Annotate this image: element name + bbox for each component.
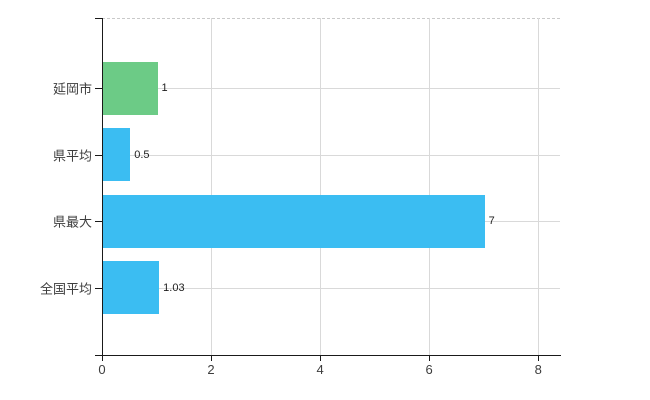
vertical-gridline <box>211 18 213 355</box>
y-axis-line <box>102 18 103 361</box>
plot-area: 1 0.5 7 1.03 <box>102 18 560 355</box>
x-tick-label: 8 <box>534 362 542 377</box>
bar-1 <box>103 61 158 115</box>
x-tick-label: 6 <box>425 362 433 377</box>
vertical-gridline <box>320 18 322 355</box>
bar-3 <box>103 194 485 248</box>
horizontal-gridline <box>102 154 560 156</box>
x-tick-label: 4 <box>316 362 324 377</box>
x-tick-label: 0 <box>98 362 106 377</box>
horizontal-gridline <box>102 287 560 289</box>
x-axis-tick <box>538 356 540 361</box>
x-axis-tick <box>320 356 322 361</box>
y-axis-tick <box>95 287 102 289</box>
vertical-gridline <box>429 18 431 355</box>
y-category-label: 全国平均 <box>39 281 92 297</box>
x-axis-tick <box>211 356 213 361</box>
y-category-label: 県最大 <box>52 214 92 230</box>
bar-4 <box>103 261 160 315</box>
bar-value-label: 1 <box>161 82 168 94</box>
y-axis-tick <box>95 88 102 89</box>
y-axis-tick <box>95 221 102 223</box>
bar-value-label: 1.03 <box>163 281 185 294</box>
bar-value-label: 0.5 <box>134 148 150 161</box>
y-axis-tick <box>95 154 102 156</box>
y-category-label: 延岡市 <box>52 81 92 97</box>
x-tick-label: 2 <box>207 362 215 377</box>
bar-value-label: 7 <box>488 215 495 228</box>
horizontal-gridline <box>102 88 560 89</box>
x-axis-tick <box>429 356 431 361</box>
x-axis-line <box>95 355 561 356</box>
y-axis-top-tick <box>95 18 102 19</box>
y-category-label: 県平均 <box>52 148 92 164</box>
plot-top-border <box>102 18 560 19</box>
vertical-gridline <box>538 18 540 355</box>
bar-2 <box>103 128 131 182</box>
